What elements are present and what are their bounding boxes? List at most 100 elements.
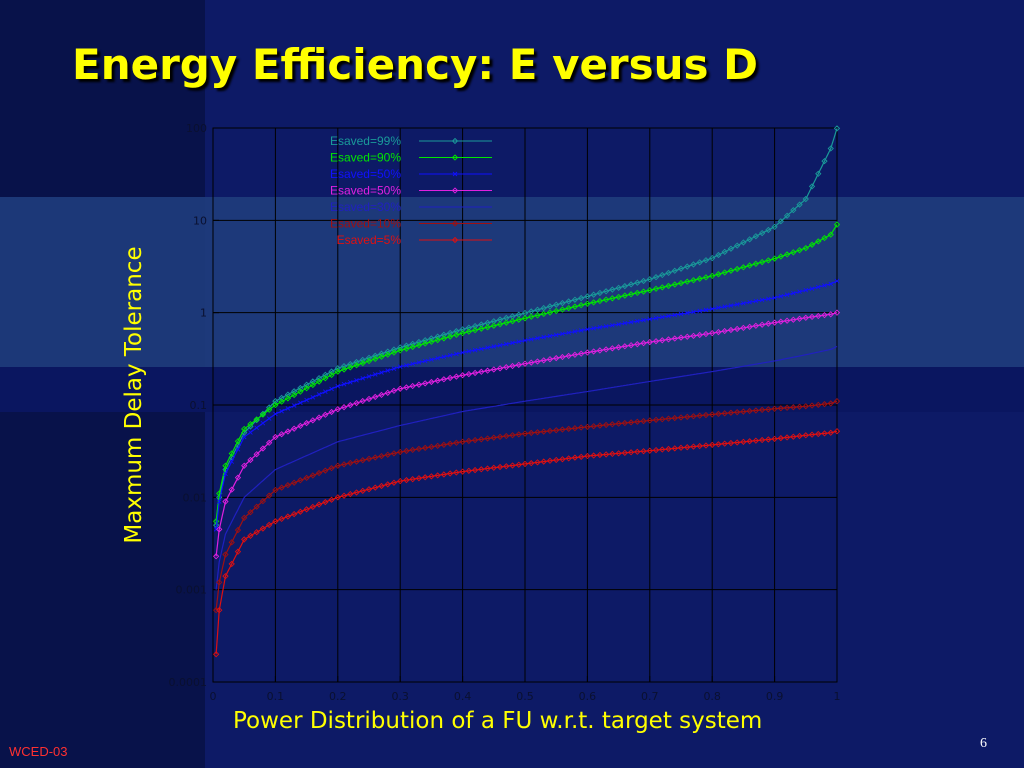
series-point <box>328 496 335 503</box>
series-point <box>309 503 316 511</box>
series-point <box>303 385 310 392</box>
series-point <box>241 425 248 433</box>
series-point <box>535 335 540 341</box>
series-point <box>253 417 260 424</box>
series-point <box>365 357 373 365</box>
series-point <box>422 358 428 364</box>
series-point <box>534 312 541 319</box>
series-point <box>310 394 316 400</box>
series-point <box>571 351 579 358</box>
series-point <box>627 419 635 426</box>
series-point <box>290 479 298 486</box>
series-point <box>828 281 834 287</box>
series-point <box>609 286 616 293</box>
series-point <box>783 434 791 441</box>
series-point <box>365 486 373 493</box>
series-point <box>778 293 784 299</box>
series-point <box>734 409 741 416</box>
series-point <box>422 444 429 452</box>
series-point <box>521 430 529 437</box>
series-point <box>309 472 316 479</box>
series-point <box>758 436 766 444</box>
series-point <box>652 446 660 454</box>
legend-marker <box>451 154 459 161</box>
series-point <box>354 377 359 383</box>
series-point <box>659 337 666 344</box>
series-point <box>565 304 572 312</box>
series-point <box>515 316 522 323</box>
series-point <box>466 349 472 354</box>
series-point <box>553 456 560 464</box>
series-point <box>440 335 448 342</box>
series-point <box>546 303 554 310</box>
series-point <box>796 315 803 322</box>
series-point <box>627 291 635 298</box>
series-point <box>671 335 678 342</box>
series-point <box>690 261 697 268</box>
series-point <box>216 579 223 586</box>
series-point <box>234 474 242 481</box>
series-point <box>609 450 616 458</box>
series-point <box>540 304 547 312</box>
series-point <box>291 403 297 408</box>
series-point <box>328 408 335 416</box>
legend-label: Esaved=90% <box>330 151 401 165</box>
series-point <box>478 321 485 328</box>
series-point <box>347 459 354 467</box>
series-point <box>521 315 529 322</box>
legend-label: Esaved=5% <box>337 233 402 247</box>
series-point <box>297 388 304 395</box>
series-point <box>309 417 316 424</box>
series-point <box>833 398 841 405</box>
series-point <box>397 448 404 456</box>
series-point <box>559 299 566 307</box>
series-point <box>279 408 284 414</box>
series-point <box>615 450 622 457</box>
series-point <box>272 398 279 405</box>
series-point <box>740 239 747 246</box>
series-point <box>390 479 398 486</box>
series-point <box>665 415 672 422</box>
series-point <box>397 385 404 392</box>
series-point <box>516 339 522 344</box>
series-point <box>640 288 647 295</box>
series-point <box>796 247 803 254</box>
x-tick-label: 0.1 <box>267 690 285 703</box>
series-point <box>235 446 241 452</box>
series-point <box>228 450 235 457</box>
legend-marker <box>451 187 459 194</box>
x-tick-label: 0.2 <box>329 690 347 703</box>
series-point <box>478 436 485 443</box>
series-point <box>790 433 797 440</box>
series-point <box>546 356 554 363</box>
series-point <box>534 459 541 466</box>
series-point <box>609 421 616 428</box>
series-point <box>403 447 410 455</box>
series-point <box>571 454 579 461</box>
page-number: 6 <box>980 736 987 751</box>
series-point <box>446 440 454 447</box>
series-point <box>478 325 485 332</box>
series-point <box>777 405 784 412</box>
series-point <box>796 201 803 208</box>
series-point <box>328 368 335 375</box>
series-point <box>659 446 666 453</box>
series-point <box>285 406 291 411</box>
series-point <box>715 410 722 418</box>
series-point <box>266 521 273 529</box>
series-point <box>378 391 385 399</box>
series-point <box>390 349 398 356</box>
series-point <box>315 501 323 508</box>
series-point <box>578 424 585 431</box>
series-point <box>821 430 828 437</box>
series-point <box>303 419 310 427</box>
series-point <box>278 394 285 402</box>
series-point <box>290 425 298 432</box>
series-point <box>677 279 685 287</box>
series-point <box>790 249 797 256</box>
series-point <box>646 417 653 424</box>
series-point <box>821 400 828 408</box>
series-point <box>815 170 822 177</box>
series-point <box>378 452 385 460</box>
